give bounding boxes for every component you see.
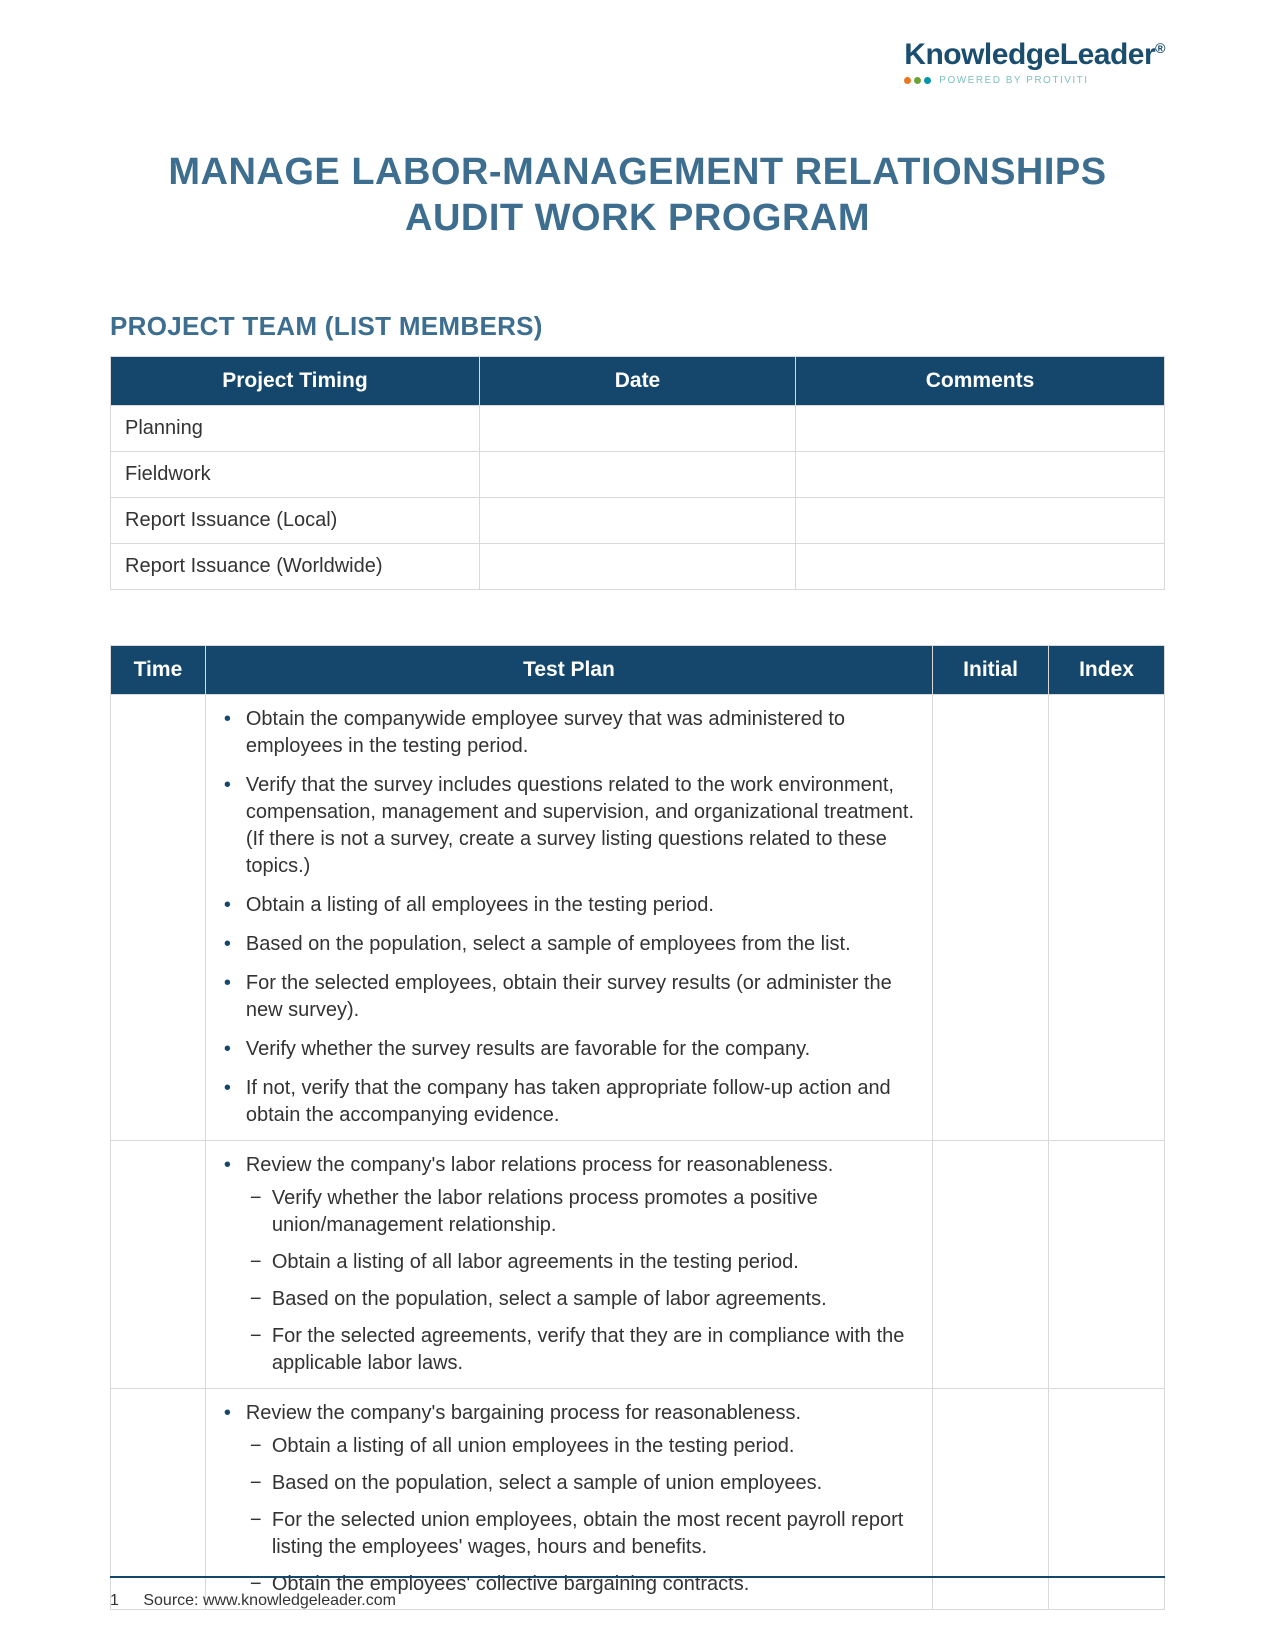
cell-time [111,1141,206,1389]
cell-initial [933,1141,1049,1389]
dot-icon [904,77,911,84]
col-date: Date [479,357,795,406]
logo: KnowledgeLeader® POWERED BY PROTIVITI [904,38,1165,86]
logo-brand: KnowledgeLeader® [904,38,1165,72]
bullet-list: Review the company's labor relations pro… [220,1152,918,1377]
test-plan-table: Time Test Plan Initial Index Obtain the … [110,645,1165,1610]
cell-test-plan: Review the company's labor relations pro… [205,1141,932,1389]
table-row: Report Issuance (Local) [111,498,1165,544]
footer: 1 Source: www.knowledgeleader.com [110,1576,1165,1610]
page-title: MANAGE LABOR-MANAGEMENT RELATIONSHIPS AU… [110,150,1165,241]
dash-item: For the selected union employees, obtain… [246,1507,918,1561]
dot-icon [924,77,931,84]
logo-brand-text: KnowledgeLeader [904,38,1155,71]
table-cell: Planning [111,406,480,452]
cell-index [1049,1141,1165,1389]
footer-text: 1 Source: www.knowledgeleader.com [110,1592,1165,1610]
project-timing-table: Project Timing Date Comments PlanningFie… [110,356,1165,590]
table-cell: Fieldwork [111,452,480,498]
col-initial: Initial [933,646,1049,695]
dash-list: Obtain a listing of all union employees … [246,1433,918,1598]
dash-item: Obtain a listing of all union employees … [246,1433,918,1460]
logo-reg: ® [1155,40,1165,56]
col-test-plan: Test Plan [205,646,932,695]
table-cell [479,544,795,590]
bullet-item: Verify whether the survey results are fa… [220,1036,918,1063]
table-cell [796,498,1165,544]
table-cell [479,498,795,544]
cell-time [111,695,206,1141]
table-row: Obtain the companywide employee survey t… [111,695,1165,1141]
table-cell [796,406,1165,452]
dash-item: Based on the population, select a sample… [246,1470,918,1497]
col-time: Time [111,646,206,695]
logo-tagline-row: POWERED BY PROTIVITI [904,75,1165,86]
bullet-item: Obtain a listing of all employees in the… [220,892,918,919]
logo-tagline: POWERED BY PROTIVITI [939,75,1088,86]
dash-item: Verify whether the labor relations proce… [246,1185,918,1239]
cell-initial [933,695,1049,1141]
dash-item: For the selected agreements, verify that… [246,1323,918,1377]
bullet-item: For the selected employees, obtain their… [220,970,918,1024]
bullet-item: Review the company's labor relations pro… [220,1152,918,1377]
col-index: Index [1049,646,1165,695]
col-comments: Comments [796,357,1165,406]
table-cell [796,452,1165,498]
logo-dots [904,77,931,84]
bullet-item: Obtain the companywide employee survey t… [220,706,918,760]
table-cell: Report Issuance (Worldwide) [111,544,480,590]
table-row: Report Issuance (Worldwide) [111,544,1165,590]
table-row: Planning [111,406,1165,452]
table-row: Fieldwork [111,452,1165,498]
bullet-item: Review the company's bargaining process … [220,1400,918,1598]
table-cell: Report Issuance (Local) [111,498,480,544]
table-cell [479,406,795,452]
bullet-item: Verify that the survey includes question… [220,772,918,880]
bullet-item: If not, verify that the company has take… [220,1075,918,1129]
dash-list: Verify whether the labor relations proce… [246,1185,918,1377]
table-header-row: Project Timing Date Comments [111,357,1165,406]
col-project-timing: Project Timing [111,357,480,406]
table-header-row: Time Test Plan Initial Index [111,646,1165,695]
cell-test-plan: Obtain the companywide employee survey t… [205,695,932,1141]
footer-source: Source: www.knowledgeleader.com [143,1592,396,1609]
bullet-list: Obtain the companywide employee survey t… [220,706,918,1129]
table-row: Review the company's labor relations pro… [111,1141,1165,1389]
table-cell [479,452,795,498]
dot-icon [914,77,921,84]
footer-divider [110,1576,1165,1578]
cell-index [1049,695,1165,1141]
bullet-list: Review the company's bargaining process … [220,1400,918,1598]
section-heading: PROJECT TEAM (LIST MEMBERS) [110,311,1165,342]
dash-item: Obtain a listing of all labor agreements… [246,1249,918,1276]
table-cell [796,544,1165,590]
dash-item: Based on the population, select a sample… [246,1286,918,1313]
page-number: 1 [110,1592,119,1609]
bullet-item: Based on the population, select a sample… [220,931,918,958]
